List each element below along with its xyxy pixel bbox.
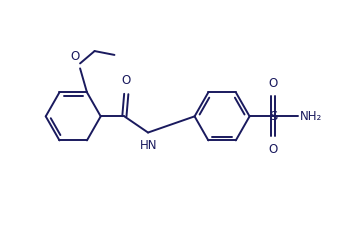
Text: O: O [269,77,278,90]
Text: O: O [71,50,80,63]
Text: HN: HN [140,139,157,152]
Text: O: O [122,74,131,88]
Text: S: S [269,110,277,123]
Text: NH₂: NH₂ [300,110,322,123]
Text: O: O [269,143,278,156]
